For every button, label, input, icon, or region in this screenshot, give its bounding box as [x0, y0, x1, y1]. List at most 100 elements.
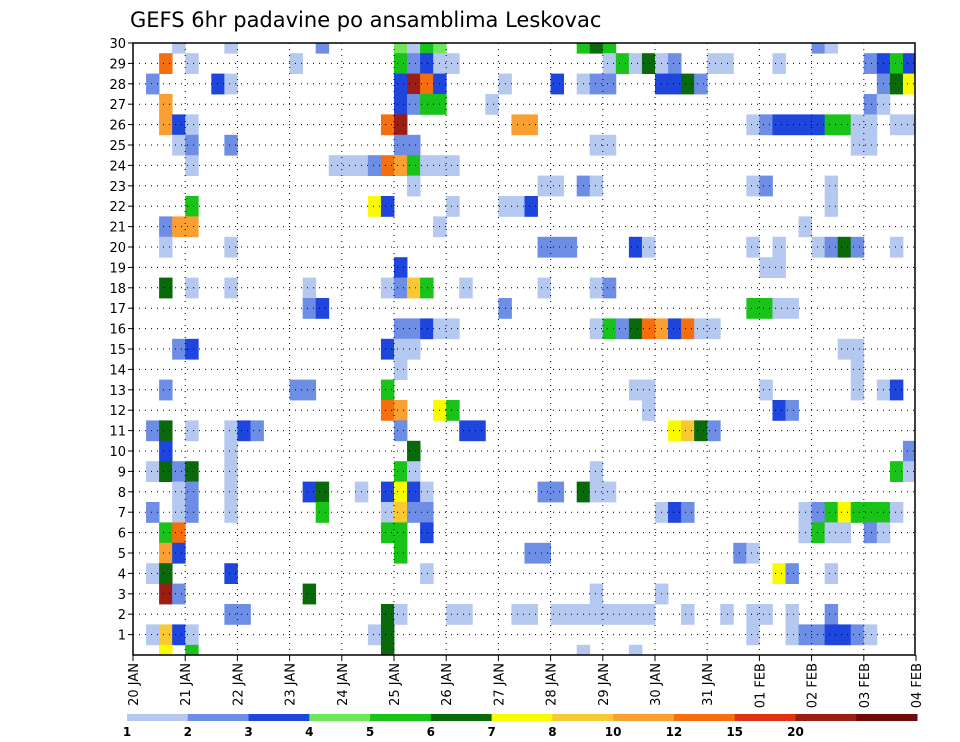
data-cell	[420, 522, 434, 544]
data-cell	[824, 175, 839, 197]
data-cell	[707, 420, 721, 442]
data-cell	[628, 318, 643, 340]
data-cell	[185, 481, 199, 503]
y-tick-label: 1	[118, 629, 126, 644]
data-cell	[707, 53, 721, 74]
data-cell	[785, 624, 799, 646]
x-tick-label: 20 JAN	[127, 663, 142, 706]
data-cell	[407, 338, 421, 360]
data-cell	[380, 604, 395, 625]
data-cell	[641, 318, 656, 340]
data-cell	[159, 114, 173, 136]
data-cell	[850, 134, 865, 156]
data-cell	[889, 461, 904, 482]
data-cell	[759, 379, 773, 401]
data-cell	[185, 134, 199, 156]
data-cell	[902, 53, 916, 74]
data-cell	[668, 318, 682, 340]
data-cell	[394, 155, 408, 176]
data-cell	[394, 53, 408, 74]
x-tick-label: 04 FEB	[910, 663, 925, 708]
data-cell	[576, 43, 591, 54]
data-cell	[863, 502, 878, 523]
data-cell	[224, 277, 238, 299]
data-cell	[224, 43, 238, 54]
data-cell	[224, 604, 238, 625]
data-cell	[485, 94, 499, 115]
data-cell	[159, 440, 173, 462]
data-cell	[315, 481, 330, 503]
x-tick-label: 31 JAN	[701, 663, 716, 706]
data-cell	[159, 53, 173, 74]
data-cell	[394, 277, 408, 299]
x-tick-label: 29 JAN	[597, 663, 612, 706]
data-cell	[863, 53, 878, 74]
data-cell	[785, 114, 799, 136]
data-cell	[681, 318, 695, 340]
data-cell	[902, 73, 916, 95]
y-tick-label: 8	[118, 486, 126, 501]
data-cell	[772, 563, 786, 584]
y-tick-label: 7	[118, 506, 126, 521]
data-cell	[302, 583, 317, 605]
data-cell	[615, 318, 630, 340]
data-cell	[446, 604, 460, 625]
data-cell	[772, 236, 786, 258]
data-cell	[394, 502, 408, 523]
data-cell	[159, 644, 173, 656]
data-cell	[159, 461, 173, 482]
chart-title: GEFS 6hr padavine po ansamblima Leskovac	[130, 8, 601, 32]
x-tick-label: 25 JAN	[388, 663, 403, 706]
data-cell	[380, 502, 395, 523]
data-cell	[772, 298, 786, 319]
colorbar-segment	[613, 714, 675, 721]
data-cell	[315, 502, 330, 523]
data-cell	[824, 563, 839, 584]
data-cell	[589, 73, 604, 95]
colorbar: 1 2 3 4 5 6 7 8 10 12 15 20	[123, 714, 918, 739]
data-cell	[446, 53, 460, 74]
data-cell	[602, 53, 617, 74]
data-cell	[146, 563, 160, 584]
x-tick-label: 23 JAN	[284, 663, 299, 706]
x-tick-label: 26 JAN	[440, 663, 455, 706]
data-cell	[394, 73, 408, 95]
data-cell	[159, 236, 173, 258]
data-cell	[289, 53, 304, 74]
data-cell	[641, 400, 656, 421]
data-cell	[185, 461, 199, 482]
data-cell	[837, 236, 852, 258]
data-cell	[641, 379, 656, 401]
data-cell	[394, 359, 408, 380]
data-cell	[394, 43, 408, 54]
data-cell	[394, 420, 408, 442]
y-tick-label: 2	[118, 608, 126, 623]
data-cell	[694, 318, 708, 340]
data-cell	[824, 43, 839, 54]
data-cell	[172, 134, 186, 156]
data-cell	[746, 624, 760, 646]
grid-lines	[133, 43, 915, 655]
y-tick-label: 6	[118, 527, 126, 542]
data-cell	[224, 236, 238, 258]
data-cell	[224, 502, 238, 523]
data-cell	[302, 277, 317, 299]
data-cell	[394, 114, 408, 136]
data-cell	[211, 73, 225, 95]
data-cell	[811, 522, 826, 544]
data-cell	[863, 134, 878, 156]
data-cell	[602, 277, 617, 299]
x-tick-label: 02 FEB	[806, 663, 821, 708]
colorbar-segment	[856, 714, 918, 721]
data-cell	[811, 43, 826, 54]
data-cell	[420, 481, 434, 503]
data-cell	[863, 114, 878, 136]
data-cell	[446, 400, 460, 421]
colorbar-label: 5	[366, 725, 374, 739]
data-cell	[785, 563, 799, 584]
data-cell	[772, 257, 786, 278]
colorbar-segment	[795, 714, 857, 721]
colorbar-label: 8	[548, 725, 556, 739]
data-cell	[394, 338, 408, 360]
